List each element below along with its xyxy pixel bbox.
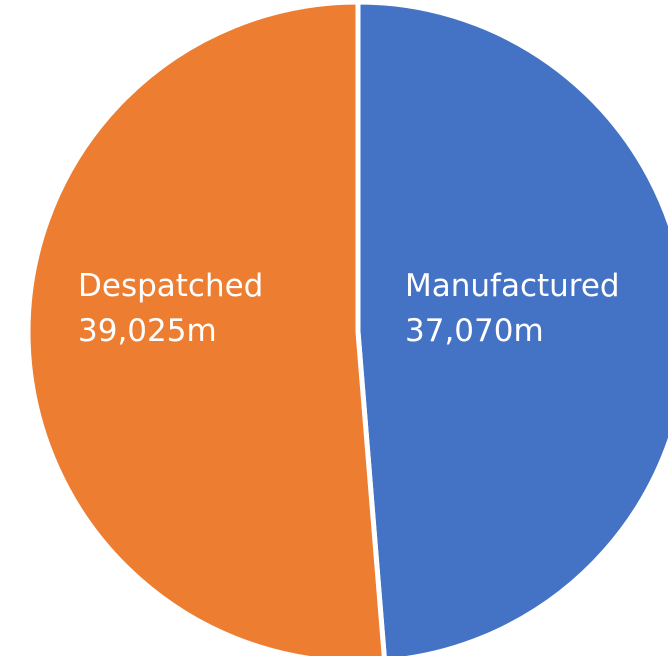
pie-slices [25, 0, 668, 656]
slice-label-despatched-name: Despatched [78, 268, 263, 304]
slice-label-despatched-value: 39,025m [78, 313, 217, 349]
slice-label-manufactured-name: Manufactured [405, 268, 620, 304]
slice-manufactured [355, 0, 668, 656]
pie-labels: Manufactured 37,070m Despatched 39,025m [78, 268, 620, 349]
slice-label-manufactured-value: 37,070m [405, 313, 544, 349]
slice-despatched [25, 0, 387, 656]
